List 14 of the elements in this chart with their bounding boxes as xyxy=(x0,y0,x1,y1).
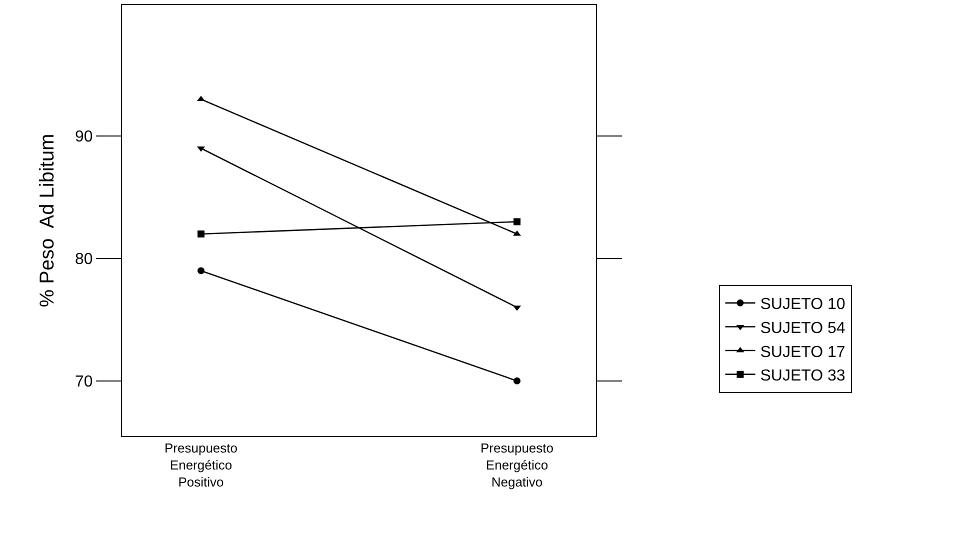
y-tick-label: 90 xyxy=(75,128,93,146)
y-axis-title: % Peso Ad Libitum xyxy=(36,134,59,308)
x-tick-label: Presupuesto Energético Positivo xyxy=(164,440,238,490)
point xyxy=(514,377,520,384)
legend-label: SUJETO 54 xyxy=(760,320,846,337)
point xyxy=(198,267,204,274)
x-tick-label: Presupuesto Energético Negativo xyxy=(480,440,554,490)
y-tick-label: 80 xyxy=(75,251,93,268)
legend-label: SUJETO 10 xyxy=(760,296,846,314)
y-tick-label: 70 xyxy=(75,374,93,390)
legend-label: SUJETO 17 xyxy=(760,344,846,361)
point xyxy=(198,230,204,238)
point xyxy=(514,218,520,226)
legend-label: SUJETO 33 xyxy=(760,368,846,385)
